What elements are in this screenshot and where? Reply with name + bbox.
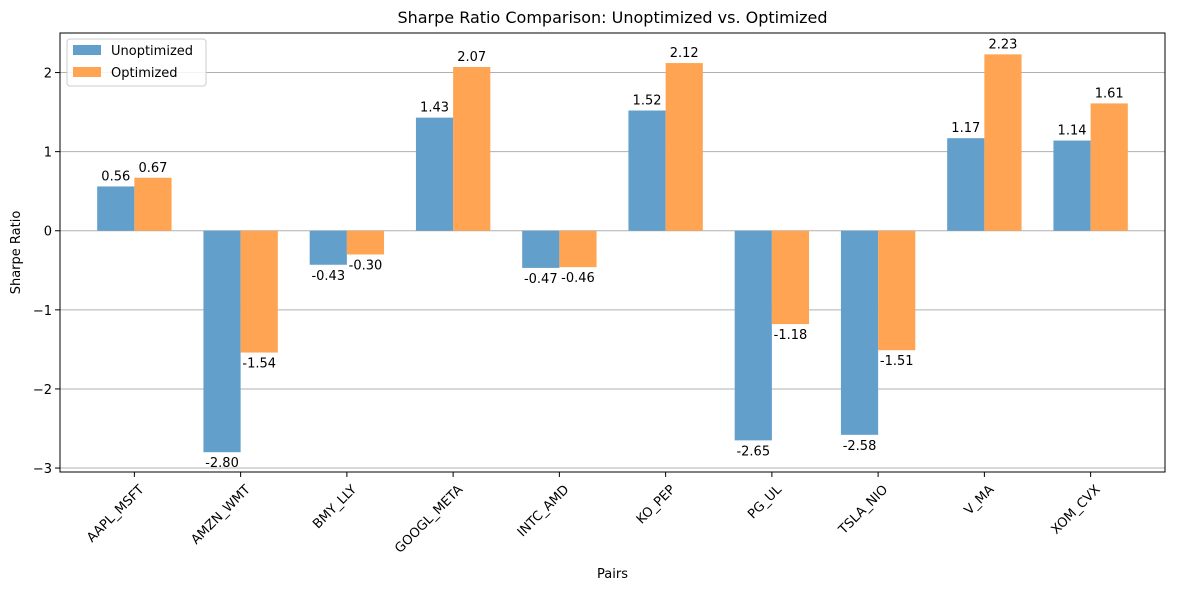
x-tick-label: AMZN_WMT (188, 482, 253, 547)
y-tick-label: −1 (33, 304, 52, 319)
y-axis-title: Sharpe Ratio (9, 211, 24, 295)
x-tick-label: BMY_LLY (310, 482, 360, 532)
bar-optimized-intc_amd (559, 230, 597, 268)
bar-value-label: -1.51 (880, 354, 914, 369)
bar-unoptimized-aapl_msft (97, 186, 135, 231)
x-axis-ticks: AAPL_MSFT AMZN_WMT BMY_LLY GOOGL_META INTC_A… (84, 472, 1104, 556)
bar-value-label: 1.61 (1095, 86, 1124, 101)
bar-value-label: -0.47 (524, 272, 558, 287)
x-tick-label: PG_UL (745, 482, 785, 522)
bar-value-label: 1.14 (1058, 124, 1087, 139)
bar-value-label: 2.12 (670, 46, 699, 61)
x-axis-title: Pairs (597, 567, 628, 582)
bar-unoptimized-bmy_lly (309, 230, 347, 265)
legend-swatch-unoptimized (73, 45, 101, 55)
x-tick-label: INTC_AMD (515, 482, 573, 540)
x-tick-label: GOOGL_META (392, 482, 466, 556)
bar-unoptimized-amzn_wmt (203, 230, 241, 453)
bar-value-label: 1.52 (633, 94, 662, 109)
bar-optimized-ko_pep (665, 63, 703, 231)
bar-value-label: -0.43 (311, 269, 345, 284)
x-tick-label: KO_PEP (634, 482, 679, 527)
bar-value-label: 2.07 (457, 50, 486, 65)
bar-value-label: 2.23 (988, 37, 1017, 52)
bar-optimized-googl_meta (453, 67, 491, 231)
bar-unoptimized-ko_pep (628, 110, 666, 231)
bar-value-label: -2.80 (205, 456, 239, 471)
legend-swatch-optimized (73, 67, 101, 77)
x-tick-label: V_MA (962, 482, 998, 518)
bar-value-label: 0.56 (101, 169, 130, 184)
chart-title: Sharpe Ratio Comparison: Unoptimized vs.… (397, 8, 827, 27)
bar-value-label: 1.17 (951, 121, 980, 136)
bar-unoptimized-intc_amd (522, 230, 560, 268)
bar-optimized-amzn_wmt (240, 230, 278, 353)
x-tick-label: AAPL_MSFT (84, 482, 147, 545)
bar-value-label: 1.43 (420, 101, 449, 116)
plot-frame (59, 32, 1166, 473)
bar-unoptimized-xom_cvx (1053, 140, 1091, 231)
bar-optimized-pg_ul (771, 230, 810, 325)
legend: Unoptimized Optimized (66, 38, 207, 87)
bar-unoptimized-tsla_nio (840, 230, 879, 435)
y-tick-label: −2 (33, 383, 52, 398)
y-tick-label: 1 (44, 146, 52, 161)
bar-value-label: -0.46 (561, 271, 595, 286)
bar-value-label: -0.30 (349, 258, 383, 273)
x-tick-label: XOM_CVX (1049, 482, 1104, 537)
bar-optimized-bmy_lly (346, 230, 385, 255)
bar-value-labels: 0.56 0.67 -2.80 -1.54 -0.43 -0.30 1.43 2.07 -0.4… (101, 37, 1123, 471)
bar-optimized-tsla_nio (878, 230, 916, 351)
bar-value-label: -2.65 (736, 444, 770, 459)
bar-value-label: -1.54 (242, 357, 276, 372)
y-tick-label: −3 (33, 462, 52, 477)
bars (97, 54, 1128, 453)
bar-unoptimized-pg_ul (734, 230, 772, 441)
legend-label-optimized: Optimized (111, 66, 178, 81)
legend-box (66, 38, 207, 87)
y-tick-label: 0 (44, 225, 52, 240)
legend-label-unoptimized: Unoptimized (111, 44, 193, 59)
bar-value-label: -1.18 (774, 328, 808, 343)
x-tick-label: TSLA_NIO (835, 482, 891, 538)
bar-optimized-v_ma (984, 54, 1022, 231)
bar-value-label: 0.67 (138, 161, 167, 176)
bar-unoptimized-googl_meta (415, 117, 454, 231)
bar-optimized-xom_cvx (1090, 103, 1128, 231)
y-tick-label: 2 (44, 67, 52, 82)
bar-value-label: -2.58 (843, 439, 877, 454)
bar-unoptimized-v_ma (947, 138, 985, 231)
y-axis-ticks: −3 −2 −1 0 1 2 (33, 67, 60, 477)
bar-optimized-aapl_msft (134, 177, 172, 231)
